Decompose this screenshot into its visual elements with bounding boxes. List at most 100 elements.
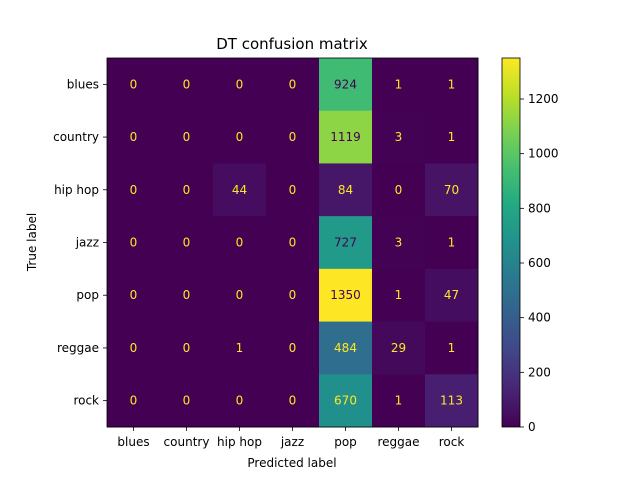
cell-value-label: 484	[334, 341, 357, 355]
cell-value-label: 47	[444, 288, 459, 302]
cell-value-label: 0	[289, 288, 297, 302]
cell-value-label: 3	[395, 130, 403, 144]
heatmap-cell	[319, 58, 373, 112]
cell-value-label: 0	[183, 341, 191, 355]
heatmap-cell	[107, 163, 161, 217]
heatmap-cell	[160, 374, 214, 428]
y-axis-label: True label	[25, 213, 39, 272]
heatmap-cell	[372, 110, 426, 164]
cell-value-label: 1350	[330, 288, 361, 302]
heatmap-cell	[372, 216, 426, 270]
cell-value-label: 0	[183, 394, 191, 408]
heatmap-cell	[160, 58, 214, 112]
heatmap-cell	[425, 58, 479, 112]
x-axis-ticks: blues country hip hop jazz pop reggae rock	[117, 427, 464, 449]
cell-value-label: 0	[130, 236, 138, 250]
heatmap-cell	[213, 216, 267, 270]
cell-value-label: 1	[448, 341, 456, 355]
heatmap-cell	[266, 268, 320, 323]
colorbar	[501, 57, 521, 428]
y-tick-label: hip hop	[54, 183, 99, 197]
heatmap-cell	[107, 110, 161, 164]
cell-value-label: 0	[183, 77, 191, 91]
colorbar-ticks: 0 200 400 600 800 1000 1200	[520, 92, 559, 434]
cell-value-label: 0	[289, 183, 297, 197]
cell-value-label: 1	[236, 341, 244, 355]
heatmap-cell	[160, 163, 214, 217]
cell-value-label: 0	[130, 341, 138, 355]
y-tick-label: jazz	[75, 236, 99, 250]
heatmap-cell	[266, 58, 320, 112]
colorbar-tick-label: 400	[528, 311, 551, 325]
heatmap-cell	[372, 374, 426, 428]
colorbar-tick-label: 0	[528, 420, 536, 434]
heatmap-cell	[160, 216, 214, 270]
heatmap-cell	[319, 163, 373, 217]
x-tick-label: rock	[439, 435, 465, 449]
x-tick-label: hip hop	[217, 435, 262, 449]
heatmap-cell	[107, 321, 161, 375]
cell-value-label: 924	[334, 77, 357, 91]
heatmap-cell	[266, 216, 320, 270]
heatmap-cell	[107, 58, 161, 112]
y-tick-label: rock	[73, 394, 99, 408]
cell-value-label: 29	[391, 341, 406, 355]
y-tick-label: pop	[76, 288, 99, 302]
heatmap-cell	[213, 268, 267, 323]
heatmap-cell	[372, 163, 426, 217]
heatmap-cell	[213, 321, 267, 375]
cell-value-label: 0	[289, 394, 297, 408]
cell-value-label: 0	[236, 394, 244, 408]
cell-value-label: 70	[444, 183, 459, 197]
cell-value-label: 0	[130, 394, 138, 408]
heatmap-cell	[425, 216, 479, 270]
cell-value-label: 84	[338, 183, 353, 197]
heatmap-cell	[160, 321, 214, 375]
plot-frame	[106, 57, 479, 428]
heatmap-cell	[319, 321, 373, 375]
heatmap-cell	[266, 163, 320, 217]
cell-value-label: 0	[130, 130, 138, 144]
cell-value-label: 0	[183, 288, 191, 302]
heatmap-cell	[425, 163, 479, 217]
cell-value-label: 0	[183, 236, 191, 250]
cell-value-label: 0	[289, 130, 297, 144]
cell-value-label: 1	[448, 77, 456, 91]
cell-value-label: 1	[395, 288, 403, 302]
cell-value-label: 0	[289, 236, 297, 250]
cell-value-label: 670	[334, 394, 357, 408]
cell-value-label: 0	[236, 288, 244, 302]
heatmap-cell	[213, 163, 267, 217]
colorbar-tick-label: 1000	[528, 147, 559, 161]
heatmap-cell	[319, 374, 373, 428]
x-tick-label: blues	[117, 435, 149, 449]
heatmap-cell	[425, 110, 479, 164]
heatmap-cell	[372, 58, 426, 112]
heatmap-cells: 0 0 0 0 924 1 1 0 0 0 0 1119 3 1 0 0 44 0 84 0 70 0 0 0 0 727 3 1 0 0…	[107, 58, 479, 428]
y-tick-label: blues	[67, 77, 99, 91]
cell-value-label: 0	[395, 183, 403, 197]
heatmap-cell	[319, 110, 373, 164]
x-axis-label: Predicted label	[247, 456, 336, 470]
heatmap-cell	[425, 268, 479, 323]
cell-value-label: 0	[236, 130, 244, 144]
heatmap-cell	[372, 321, 426, 375]
y-axis-ticks: blues country hip hop jazz pop reggae rock	[53, 77, 107, 408]
x-tick-label: pop	[334, 435, 357, 449]
cell-value-label: 1119	[330, 130, 361, 144]
cell-value-label: 1	[448, 130, 456, 144]
cell-value-label: 0	[289, 77, 297, 91]
heatmap-cell	[266, 374, 320, 428]
colorbar-tick-label: 600	[528, 256, 551, 270]
heatmap-cell	[107, 374, 161, 428]
y-tick-label: reggae	[57, 341, 99, 355]
colorbar-tick-label: 1200	[528, 92, 559, 106]
x-tick-label: jazz	[280, 435, 304, 449]
cell-value-label: 0	[183, 183, 191, 197]
cell-value-label: 0	[130, 77, 138, 91]
colorbar-tick-label: 800	[528, 201, 551, 215]
cell-value-label: 1	[395, 77, 403, 91]
heatmap-cell	[160, 268, 214, 323]
cell-value-label: 0	[236, 236, 244, 250]
